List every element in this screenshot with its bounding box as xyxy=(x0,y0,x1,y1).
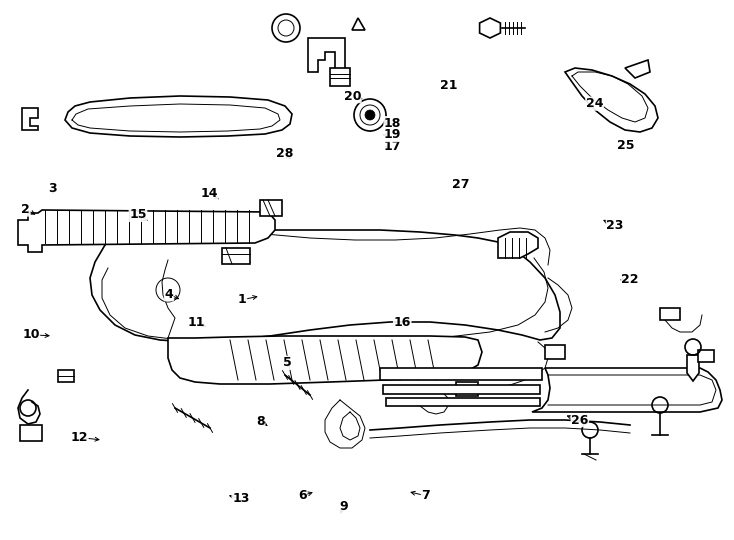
Bar xyxy=(20,425,42,441)
Text: 27: 27 xyxy=(452,178,470,191)
Text: 26: 26 xyxy=(571,414,589,427)
Text: 24: 24 xyxy=(586,97,603,110)
Text: 20: 20 xyxy=(344,90,361,103)
Bar xyxy=(698,350,714,362)
Text: 25: 25 xyxy=(617,139,634,152)
Text: 15: 15 xyxy=(129,208,147,221)
Text: 17: 17 xyxy=(384,140,401,153)
Circle shape xyxy=(272,14,300,42)
Text: 7: 7 xyxy=(421,489,430,502)
Polygon shape xyxy=(687,355,699,381)
Polygon shape xyxy=(380,368,542,380)
Polygon shape xyxy=(625,60,650,78)
Polygon shape xyxy=(65,96,292,137)
Text: 16: 16 xyxy=(393,316,411,329)
Text: 11: 11 xyxy=(188,316,206,329)
Text: 6: 6 xyxy=(298,489,307,502)
Text: 9: 9 xyxy=(339,500,348,513)
Text: 14: 14 xyxy=(200,187,218,200)
Bar xyxy=(456,382,478,396)
Bar xyxy=(330,68,350,86)
Text: 3: 3 xyxy=(48,183,57,195)
Text: 4: 4 xyxy=(164,288,173,301)
Polygon shape xyxy=(308,38,345,72)
Polygon shape xyxy=(532,368,722,412)
Bar xyxy=(260,200,282,216)
Polygon shape xyxy=(352,18,365,30)
Polygon shape xyxy=(565,68,658,132)
Polygon shape xyxy=(498,232,538,258)
Polygon shape xyxy=(18,210,275,252)
Bar xyxy=(545,345,565,359)
Polygon shape xyxy=(383,385,540,394)
Text: 22: 22 xyxy=(621,273,639,286)
Polygon shape xyxy=(386,398,540,406)
Bar xyxy=(222,248,250,264)
Circle shape xyxy=(354,99,386,131)
Text: 5: 5 xyxy=(283,356,292,369)
Text: 1: 1 xyxy=(238,293,247,306)
Circle shape xyxy=(365,110,375,120)
Polygon shape xyxy=(22,108,38,130)
Text: 23: 23 xyxy=(606,219,624,232)
Polygon shape xyxy=(479,18,501,38)
Bar xyxy=(660,308,680,320)
Bar xyxy=(58,370,74,382)
Text: 28: 28 xyxy=(276,147,294,160)
Polygon shape xyxy=(168,336,482,384)
Text: 18: 18 xyxy=(384,117,401,130)
Text: 10: 10 xyxy=(22,328,40,341)
Text: 21: 21 xyxy=(440,79,458,92)
Polygon shape xyxy=(90,226,560,342)
Text: 8: 8 xyxy=(256,415,265,428)
Text: 2: 2 xyxy=(21,203,30,216)
Circle shape xyxy=(360,105,380,125)
Text: 19: 19 xyxy=(384,129,401,141)
Text: 13: 13 xyxy=(232,492,250,505)
Text: 12: 12 xyxy=(70,431,88,444)
